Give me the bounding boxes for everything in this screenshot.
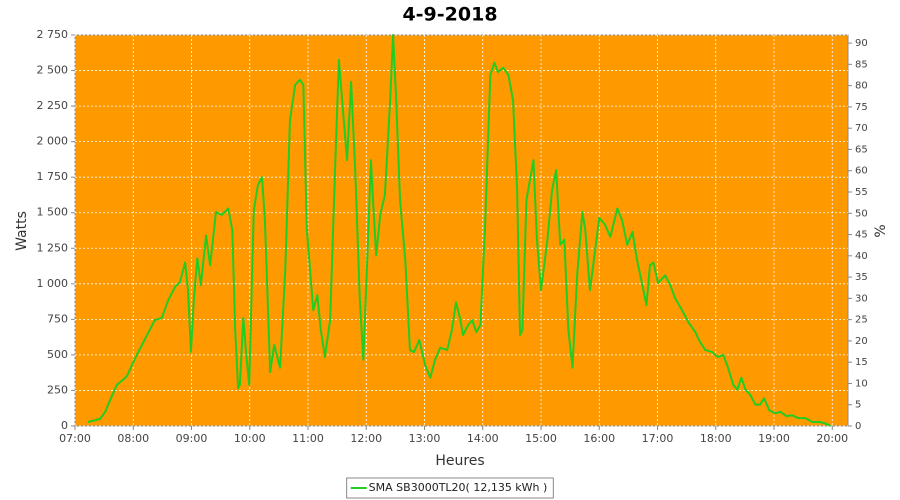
x-axis-label: Heures [435,453,484,469]
x-tick-label: 10:00 [234,432,266,445]
y-tick-label: 1 000 [37,277,69,290]
y-tick-label: 250 [47,383,68,396]
y-tick-label: 500 [47,348,68,361]
y2-tick-label: 30 [855,293,868,304]
y2-tick-label: 60 [855,166,868,177]
y2-tick-label: 15 [855,357,868,368]
x-tick-label: 09:00 [176,432,208,445]
y2-tick-label: 35 [855,272,868,283]
x-tick-label: 08:00 [117,432,149,445]
y2-axis-label: % [873,224,889,237]
x-tick-label: 15:00 [525,432,557,445]
chart-title: 4-9-2018 [402,4,497,26]
x-tick-label: 14:00 [467,432,499,445]
y2-tick-label: 85 [855,59,868,70]
y-tick-label: 2 000 [37,135,69,148]
y2-tick-label: 20 [855,336,868,347]
y2-tick-label: 75 [855,102,868,113]
y2-tick-label: 90 [855,38,868,49]
y2-tick-label: 50 [855,208,868,219]
y2-tick-label: 0 [855,421,861,432]
x-tick-label: 19:00 [758,432,790,445]
y2-tick-label: 70 [855,123,868,134]
y-tick-label: 2 750 [37,28,69,41]
x-tick-label: 12:00 [350,432,382,445]
x-tick-label: 16:00 [583,432,615,445]
y2-tick-label: 40 [855,251,868,262]
y-tick-label: 2 250 [37,99,69,112]
plot-area [74,34,849,427]
x-tick-label: 13:00 [409,432,441,445]
legend-label: SMA SB3000TL20( 12,135 kWh ) [369,481,548,494]
y2-tick-label: 55 [855,187,868,198]
y-tick-label: 1 750 [37,170,69,183]
x-tick-label: 07:00 [59,432,91,445]
y-tick-label: 1 250 [37,241,69,254]
x-tick-label: 18:00 [700,432,732,445]
y2-tick-label: 65 [855,144,868,155]
x-tick-label: 20:00 [816,432,848,445]
y2-tick-label: 25 [855,315,868,326]
y2-tick-label: 80 [855,81,868,92]
y-tick-label: 2 500 [37,64,69,77]
data-line [87,34,831,427]
y-tick-label: 0 [61,419,68,432]
y-tick-label: 1 500 [37,206,69,219]
y2-tick-label: 10 [855,378,868,389]
y-tick-label: 750 [47,312,68,325]
y2-tick-label: 5 [855,400,861,411]
legend-box [346,477,554,499]
x-tick-label: 11:00 [292,432,324,445]
y-axis-label: Watts [14,211,30,251]
x-tick-label: 17:00 [642,432,674,445]
y2-tick-label: 45 [855,230,868,241]
